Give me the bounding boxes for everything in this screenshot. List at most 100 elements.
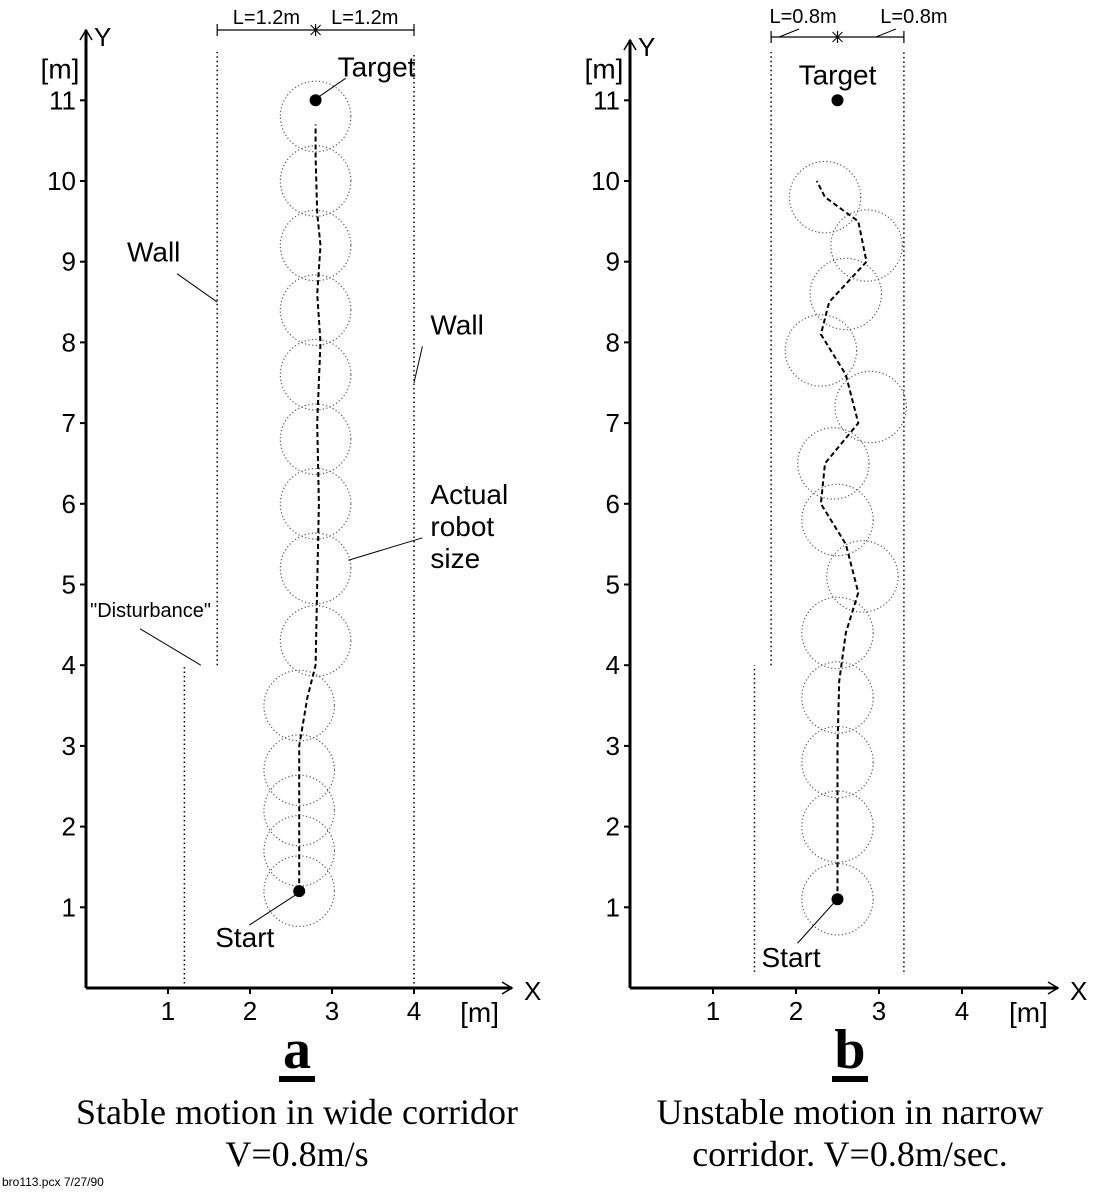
panel-letter: b [834,1019,865,1081]
x-tick-label: 4 [955,996,969,1026]
annotation-leader [413,346,423,383]
robot-outline [279,605,352,677]
y-tick-label: 10 [591,166,620,196]
y-tick-label: 8 [606,327,620,357]
start-label: Start [762,942,821,973]
x-tick-label: 2 [789,996,803,1026]
y-tick-label: 1 [62,892,76,922]
annotation-label: Actual [430,479,508,510]
y-tick-label: 2 [606,812,620,842]
annotation-leader [139,628,202,666]
robot-outline [279,532,352,605]
robot-outline [809,257,883,331]
target-label: Target [799,59,877,90]
x-axis-unit: [m] [460,997,499,1028]
dimension-label: L=0.8m [880,6,947,28]
x-tick-label: 1 [706,996,720,1026]
x-axis-unit: [m] [1009,997,1048,1028]
robot-outline [279,338,352,411]
caption-line: Stable motion in wide corridor [76,1092,518,1132]
robot-outline [279,274,352,346]
start-leader [248,894,296,926]
y-tick-label: 8 [62,327,76,357]
dimension-cross [832,31,843,43]
y-tick-label: 5 [606,570,620,600]
start-point [831,893,844,906]
y-tick-label: 5 [62,570,76,600]
y-axis-arrow [623,38,637,51]
y-axis-unit: [m] [585,53,624,84]
y-tick-label: 6 [606,489,620,519]
y-tick-label: 3 [62,731,76,761]
annotation-label: size [430,543,480,574]
robot-outline [797,427,870,500]
annotation-label: Wall [430,309,483,340]
x-axis-name: X [1070,976,1087,1006]
dimension-label: L=1.2m [331,7,398,29]
y-axis-name: Y [94,22,111,52]
y-tick-label: 4 [62,650,76,680]
x-axis-name: X [524,976,541,1006]
x-axis-arrow [1047,981,1060,995]
target-point [831,94,844,107]
robot-path [815,180,868,900]
y-tick-label: 1 [606,892,620,922]
panel-letter-underline [832,1076,868,1082]
robot-outline [801,790,874,863]
panel-letter-underline [279,1076,315,1082]
robot-outline [830,209,903,282]
robot-outline [788,160,862,234]
annotation-label: robot [430,511,494,542]
annotation-leader [176,273,218,303]
robot-outline [279,403,352,476]
x-tick-label: 3 [325,996,339,1026]
y-axis-unit: [m] [41,53,80,84]
caption-line: V=0.8m/s [225,1134,368,1174]
y-tick-label: 2 [62,812,76,842]
y-tick-label: 4 [606,650,620,680]
chart-panel-b: X Y [m] [m] 1 2 3 4 1 2 3 4 5 6 7 8 9 10 11 L=0.8m L=0.8m Tar… [585,6,1088,1174]
dimension-label: L=1.2m [233,7,300,29]
y-tick-label: 7 [62,408,76,438]
robot-outline [263,669,336,742]
annotation-label: Wall [127,237,180,268]
start-point [293,885,306,898]
caption-line: Unstable motion in narrow [657,1092,1044,1132]
dimension-leader [875,28,897,38]
robot-outline [279,467,352,540]
x-axis-arrow [501,981,514,995]
annotation-leader [348,537,423,561]
y-tick-label: 9 [606,247,620,277]
robot-path [298,124,322,892]
x-tick-label: 1 [161,996,175,1026]
y-tick-label: 7 [606,408,620,438]
x-tick-label: 4 [407,996,421,1026]
y-axis-name: Y [638,32,655,62]
y-tick-label: 10 [47,166,76,196]
robot-outline [784,314,858,387]
y-tick-label: 9 [62,247,76,277]
robot-outline [263,734,336,806]
footer-stamp: bro113.pcx 7/27/90 [2,1175,104,1189]
robot-outline [801,596,874,670]
dimension-cross [310,24,321,36]
y-axis-arrow [79,28,93,41]
target-point [309,94,322,107]
start-label: Start [215,922,274,953]
target-label: Target [338,51,416,82]
robot-outline [801,725,874,799]
robot-outline [279,80,352,153]
robot-outline [834,370,907,444]
y-tick-label: 6 [62,489,76,519]
caption-line: corridor. V=0.8m/sec. [692,1134,1008,1174]
panel-letter: a [283,1019,311,1081]
y-tick-label: 3 [606,731,620,761]
robot-outline [826,540,899,613]
robot-outline [279,209,352,282]
y-tick-label: 11 [49,85,76,115]
dimension-leader [778,28,800,38]
robot-outline [801,661,874,734]
x-tick-label: 2 [243,996,257,1026]
target-leader [319,77,346,97]
